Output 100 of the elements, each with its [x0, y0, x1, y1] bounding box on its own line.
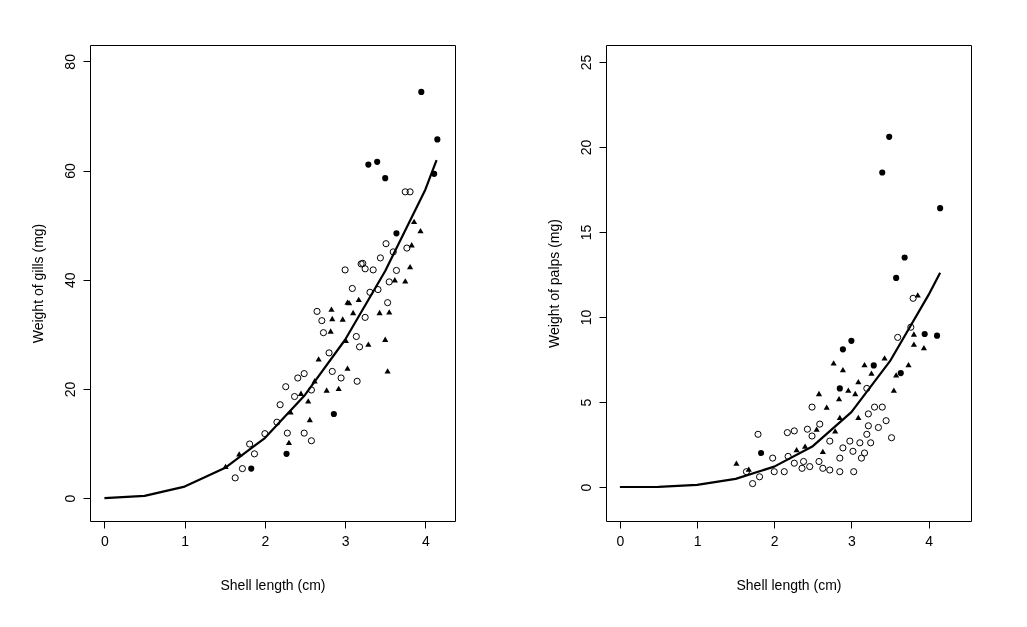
point [864, 410, 872, 418]
point [846, 437, 854, 445]
point [401, 188, 409, 196]
point [937, 205, 944, 212]
x-tick-label: 4 [925, 532, 934, 549]
point [856, 439, 864, 447]
point [921, 330, 928, 338]
point [411, 218, 418, 224]
point [276, 401, 284, 409]
point [813, 426, 820, 432]
point [845, 387, 852, 393]
x-tick-label: 0 [101, 532, 110, 549]
point [355, 296, 362, 303]
point [285, 439, 293, 446]
y-tick-label: 10 [577, 309, 594, 326]
point [315, 356, 322, 362]
x-axis-title: Shell length (cm) [220, 576, 326, 593]
point [870, 403, 879, 411]
point [836, 468, 844, 476]
point [886, 133, 893, 140]
x-axis-title: Shell length (cm) [736, 576, 842, 593]
y-axis-title: Weight of gills (mg) [29, 223, 46, 344]
point [231, 474, 239, 482]
point [369, 266, 377, 274]
point [319, 329, 328, 337]
point [261, 430, 269, 438]
point [882, 417, 890, 425]
point [434, 136, 441, 143]
point [790, 427, 798, 435]
point [361, 313, 369, 321]
x-tick-label: 0 [616, 532, 625, 549]
point [418, 88, 425, 96]
point [236, 451, 243, 457]
point [384, 368, 391, 374]
point [376, 309, 383, 316]
x-tick-label: 4 [421, 532, 430, 549]
point [863, 430, 871, 438]
line-series [103, 159, 438, 500]
point [910, 341, 917, 347]
x-tick-label: 2 [770, 532, 779, 549]
x-tick-label: 3 [341, 532, 350, 549]
point [300, 429, 308, 437]
point [382, 175, 389, 182]
y-tick-label: 20 [61, 381, 78, 398]
point [815, 457, 823, 466]
x-tick-label: 2 [261, 532, 270, 549]
point [808, 432, 816, 440]
point [826, 466, 834, 474]
point [305, 398, 312, 404]
point [836, 454, 844, 462]
point [238, 465, 246, 473]
point [867, 439, 875, 447]
point [282, 383, 290, 391]
point [431, 170, 438, 177]
point [799, 457, 808, 466]
point [307, 437, 315, 445]
point [328, 367, 336, 376]
point [325, 349, 333, 357]
point [909, 294, 917, 302]
point [350, 309, 357, 316]
point [816, 420, 824, 428]
point [806, 463, 814, 471]
point [784, 452, 792, 460]
point [758, 449, 765, 457]
point [933, 332, 941, 339]
point [273, 418, 281, 426]
point [868, 370, 875, 376]
point [893, 274, 900, 281]
y-tick-label: 60 [61, 163, 78, 179]
point [297, 390, 305, 396]
point [306, 416, 313, 423]
point [348, 284, 356, 293]
point [300, 370, 308, 378]
point [250, 450, 259, 458]
point [894, 333, 902, 341]
y-tick-label: 15 [577, 224, 594, 241]
point [855, 378, 862, 385]
y-tick-label: 80 [61, 53, 78, 70]
point [864, 422, 872, 430]
y-tick-label: 0 [61, 494, 78, 503]
point [328, 306, 335, 312]
point [874, 423, 882, 432]
point [307, 386, 315, 394]
point [830, 360, 837, 366]
point [344, 365, 351, 371]
y-tick-label: 40 [61, 272, 78, 289]
point [749, 480, 757, 488]
point [857, 454, 865, 462]
point [339, 316, 346, 322]
point [389, 248, 397, 256]
point [887, 434, 896, 442]
point [878, 403, 886, 411]
point [323, 387, 330, 393]
point [384, 299, 392, 307]
point [294, 374, 302, 382]
line-series [618, 271, 942, 489]
point [914, 292, 921, 298]
y-tick-label: 20 [577, 139, 594, 156]
point [879, 169, 886, 176]
point [819, 448, 826, 454]
